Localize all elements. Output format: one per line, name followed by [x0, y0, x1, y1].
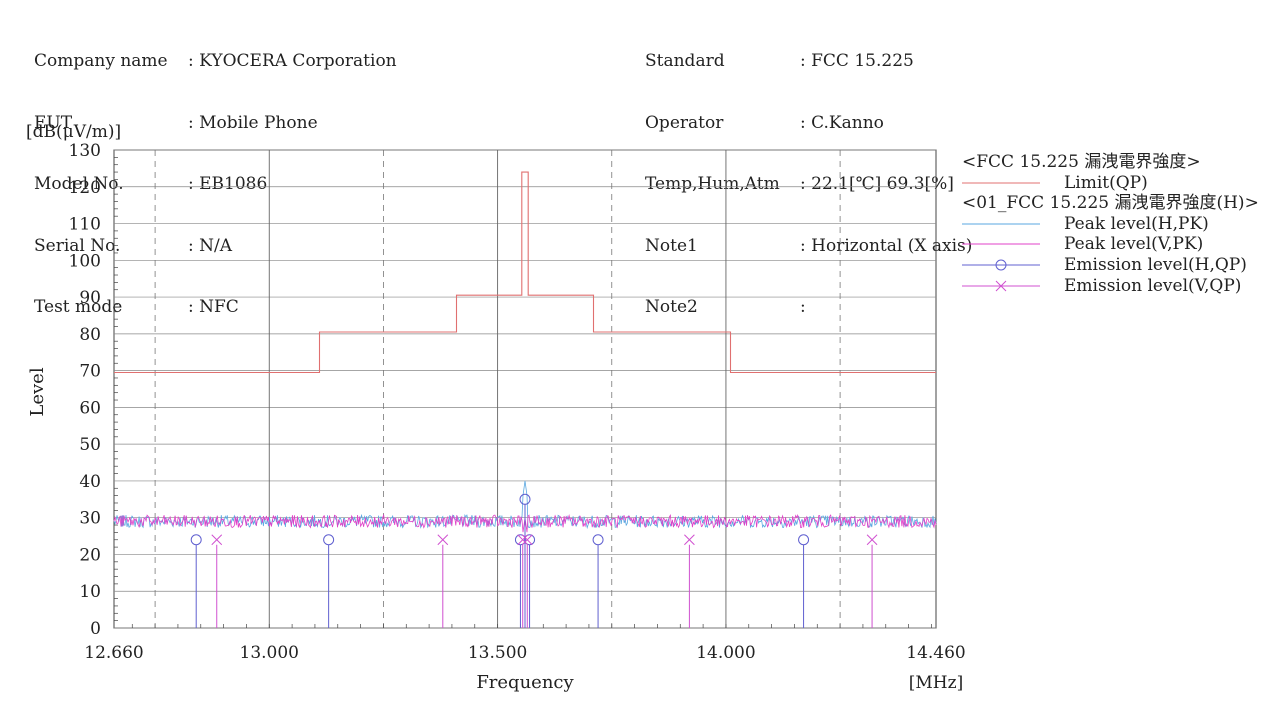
header-label: Note1 — [645, 235, 698, 256]
emission-v-point — [684, 534, 695, 546]
y-tick-label: 70 — [79, 362, 101, 382]
header-label: Note2 — [645, 297, 698, 317]
y-tick-label: 130 — [69, 141, 101, 161]
y-tick-label: 10 — [79, 582, 101, 602]
header-value: : NFC — [188, 297, 239, 317]
y-tick-label: 0 — [90, 619, 101, 639]
header-left-values: : KYOCERA Corporation : Mobile Phone : E… — [188, 10, 397, 338]
y-tick-label: 30 — [79, 509, 101, 529]
emission-h-point — [592, 534, 604, 546]
x-tick-label: 14.000 — [696, 643, 755, 663]
y-tick-label: 120 — [69, 178, 101, 198]
limit-line — [114, 171, 936, 374]
y-tick-label: 50 — [79, 435, 101, 455]
header-value: : — [800, 297, 806, 317]
header-left-labels: Company name EUT Model No. Serial No. Te… — [34, 10, 168, 338]
y-tick-label: 80 — [79, 325, 101, 345]
emission-h-point — [190, 534, 202, 546]
axes-labels: [dB(μV/m)] Level Frequency [MHz] — [26, 122, 963, 693]
emission-v-point — [521, 534, 533, 546]
x-tick-label: 12.660 — [84, 643, 143, 663]
header-right-labels: Standard Operator Temp,Hum,Atm Note1 Not… — [645, 10, 780, 338]
header-value: : KYOCERA Corporation — [188, 51, 397, 71]
legend-group-title: <01_FCC 15.225 漏洩電界強度(H)> — [962, 193, 1259, 213]
emission-h-point — [798, 534, 810, 546]
legend-emission-h-marker — [995, 259, 1007, 271]
legend-peak-h-label: Peak level(H,PK) — [1064, 214, 1209, 234]
emission-v-point — [211, 534, 223, 546]
y-tick-label: 20 — [79, 545, 101, 565]
header-label: Standard — [645, 51, 725, 71]
emission-h-point — [323, 534, 335, 546]
legend-limit-label: Limit(QP) — [1064, 173, 1148, 193]
chart-grid: 0 10 20 30 40 50 60 70 80 90 100 110 120 130 12.660 13.… — [69, 141, 966, 663]
x-unit-label: [MHz] — [909, 673, 963, 693]
emission-v-point — [517, 534, 529, 546]
y-tick-label: 40 — [79, 472, 101, 492]
header-label: Serial No. — [34, 235, 121, 256]
y-tick-label: 60 — [79, 398, 101, 418]
header-value: : Mobile Phone — [188, 112, 318, 133]
emission-h-point — [519, 493, 531, 505]
header-label: Temp,Hum,Atm — [645, 174, 780, 194]
emission-v-point — [866, 534, 878, 546]
y-tick-label: 100 — [69, 251, 101, 271]
legend-emission-v-marker — [995, 280, 1007, 292]
header-value: : C.Kanno — [800, 112, 884, 133]
header-label: Model No. — [34, 174, 124, 194]
header-value: : EB1086 — [188, 174, 268, 194]
header-label: Operator — [645, 112, 724, 133]
legend-peak-v-label: Peak level(V,PK) — [1064, 234, 1203, 254]
y-unit-label: [dB(μV/m)] — [26, 122, 121, 142]
header-label: EUT — [34, 112, 73, 133]
header-value: : 22.1[℃] 69.3[%] — [800, 174, 954, 194]
emission-h-point — [524, 534, 536, 546]
header-value: : Horizontal (X axis) — [800, 235, 973, 256]
y-tick-label: 90 — [79, 288, 101, 308]
y-tick-label: 110 — [69, 215, 101, 235]
series-emission — [190, 493, 878, 628]
header-label: Test mode — [34, 297, 123, 317]
header-value: : FCC 15.225 — [800, 51, 914, 71]
x-tick-label: 13.000 — [240, 643, 299, 663]
header-right-values: : FCC 15.225 : C.Kanno : 22.1[℃] 69.3[%]… — [800, 10, 972, 338]
x-tick-label: 14.460 — [906, 643, 965, 663]
y-axis-title: Level — [27, 367, 48, 416]
legend-emission-v-label: Emission level(V,QP) — [1064, 276, 1241, 296]
legend-group-title: <FCC 15.225 漏洩電界強度> — [962, 152, 1201, 172]
x-tick-label: 13.500 — [468, 643, 527, 663]
emission-v-point — [437, 534, 449, 546]
legend-emission-h-label: Emission level(H,QP) — [1064, 255, 1247, 275]
header-label: Company name — [34, 51, 168, 71]
x-axis-title: Frequency — [476, 672, 574, 693]
series-limit — [114, 171, 936, 374]
header-value: : N/A — [188, 235, 233, 256]
chart-legend: <FCC 15.225 漏洩電界強度> Limit(QP) <01_FCC 15… — [962, 152, 1259, 296]
